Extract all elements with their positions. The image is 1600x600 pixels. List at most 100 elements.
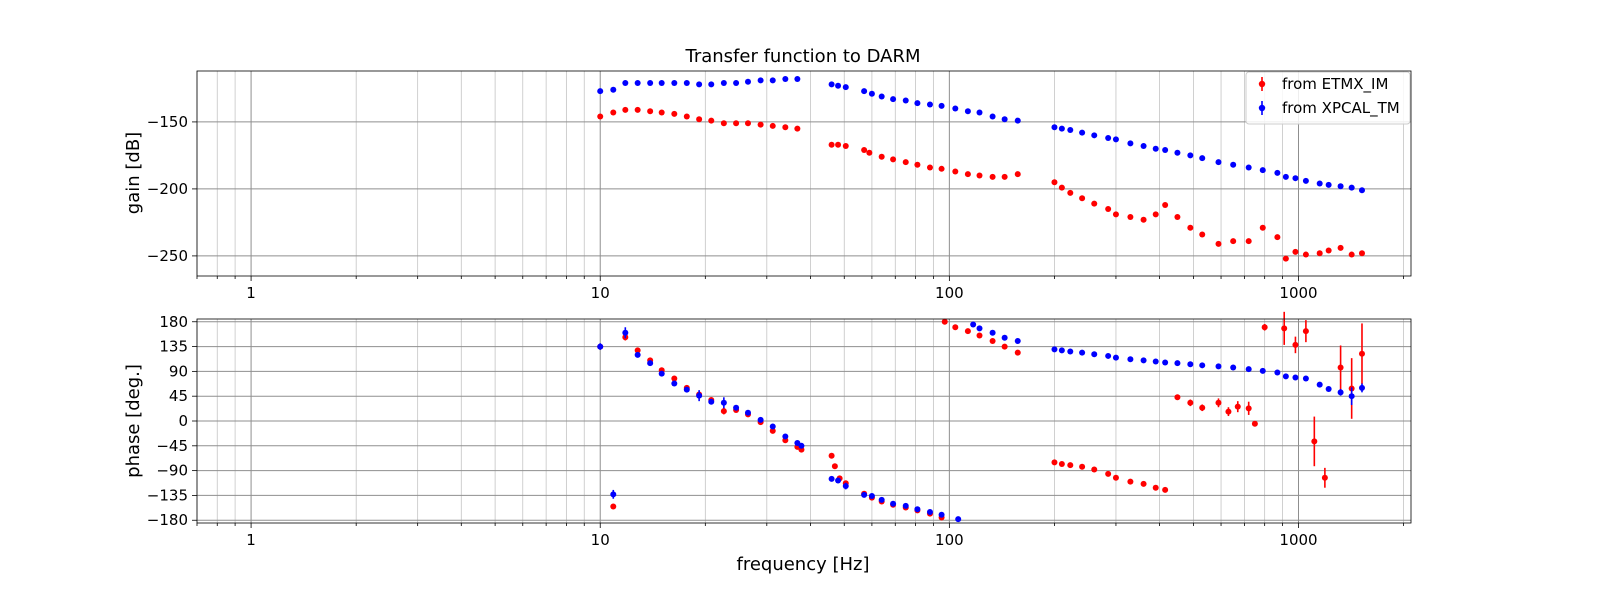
phase-point-xpcal [1274, 369, 1281, 376]
phase-point-xpcal [842, 483, 849, 490]
gain-point-xpcal [868, 90, 875, 97]
phase-x-tick-label: 100 [935, 531, 964, 549]
phase-y-tick-label: −45 [156, 437, 188, 455]
phase-point-xpcal [1014, 338, 1021, 345]
phase-point-xpcal [744, 409, 751, 416]
phase-x-tick-label: 10 [591, 531, 610, 549]
gain-point-xpcal [1091, 132, 1098, 139]
phase-point-xpcal [757, 416, 764, 423]
phase-point-etmx [941, 318, 948, 325]
gain-x-tick-label: 100 [935, 284, 964, 302]
gain-point-xpcal [597, 88, 604, 95]
phase-point-etmx [1105, 470, 1112, 477]
gain-points [597, 76, 1365, 262]
phase-point-xpcal [1091, 351, 1098, 358]
gain-point-etmx [769, 122, 776, 129]
phase-point-xpcal [1358, 384, 1365, 391]
gain-point-etmx [597, 113, 604, 120]
phase-point-xpcal [835, 477, 842, 484]
gain-point-etmx [1358, 250, 1365, 257]
gain-point-etmx [1140, 216, 1147, 223]
phase-point-xpcal [1140, 357, 1147, 364]
gain-point-xpcal [744, 78, 751, 85]
phase-point-xpcal [1051, 346, 1058, 353]
gain-point-etmx [708, 117, 715, 124]
gain-point-xpcal [1152, 145, 1159, 152]
gain-point-etmx [720, 120, 727, 127]
phase-point-etmx [769, 427, 776, 434]
gain-point-etmx [842, 143, 849, 150]
phase-point-xpcal [1199, 362, 1206, 369]
phase-point-etmx [989, 338, 996, 345]
legend-label-etmx: from ETMX_IM [1282, 75, 1388, 94]
gain-point-xpcal [828, 81, 835, 88]
phase-point-xpcal [1230, 364, 1237, 371]
gain-point-etmx [1091, 200, 1098, 207]
phase-point-xpcal [1325, 386, 1332, 393]
gain-point-xpcal [1245, 164, 1252, 171]
legend: from ETMX_IM from XPCAL_TM [1245, 71, 1411, 125]
phase-point-etmx [1302, 328, 1309, 335]
phase-point-etmx [964, 328, 971, 335]
phase-point-etmx [720, 408, 727, 415]
gain-point-xpcal [683, 80, 690, 87]
phase-point-xpcal [647, 360, 654, 367]
phase-point-xpcal [1302, 375, 1309, 382]
gain-point-etmx [1014, 171, 1021, 178]
gain-point-etmx [610, 109, 617, 116]
phase-y-tick-label: 0 [178, 412, 188, 430]
phase-panel: 1 10 100 1000 180 135 90 45 0 −45 −90 −135 −180 [147, 311, 1412, 549]
gain-point-etmx [828, 141, 835, 148]
phase-point-xpcal [1079, 349, 1086, 356]
gain-x-tick-label: 1000 [1279, 284, 1317, 302]
phase-axes-frame [196, 318, 1412, 524]
phase-point-xpcal [902, 502, 909, 509]
gain-point-xpcal [1112, 136, 1119, 143]
gain-point-xpcal [1282, 173, 1289, 180]
phase-points [597, 311, 1365, 523]
phase-point-etmx [1051, 459, 1058, 466]
phase-point-xpcal [1187, 361, 1194, 368]
phase-point-etmx [1127, 478, 1134, 485]
phase-point-etmx [1079, 463, 1086, 470]
phase-point-etmx [1321, 474, 1328, 481]
gain-point-xpcal [622, 80, 629, 87]
x-axis-label: frequency [Hz] [736, 554, 869, 575]
phase-y-tick-label: 135 [159, 338, 188, 356]
phase-point-etmx [1187, 399, 1194, 406]
gain-point-xpcal [708, 81, 715, 88]
phase-point-etmx [610, 503, 617, 510]
phase-point-xpcal [782, 433, 789, 440]
gain-point-xpcal [1187, 152, 1194, 159]
gain-point-etmx [1292, 248, 1299, 255]
phase-point-xpcal [1105, 352, 1112, 359]
phase-point-etmx [1067, 462, 1074, 469]
gain-y-tick-label: −150 [147, 113, 188, 131]
gain-point-xpcal [1325, 181, 1332, 188]
phase-point-etmx [1311, 438, 1318, 445]
gain-point-etmx [782, 124, 789, 131]
gain-point-xpcal [989, 113, 996, 120]
phase-point-xpcal [1152, 358, 1159, 365]
phase-point-etmx [831, 463, 838, 470]
gain-point-etmx [696, 116, 703, 123]
gain-point-xpcal [1259, 167, 1266, 174]
phase-point-xpcal [1067, 348, 1074, 355]
gain-point-etmx [938, 165, 945, 172]
phase-point-xpcal [989, 329, 996, 336]
phase-point-xpcal [1112, 354, 1119, 361]
gain-point-xpcal [1292, 175, 1299, 182]
gain-point-etmx [1112, 211, 1119, 218]
gain-point-etmx [1187, 224, 1194, 231]
phase-point-etmx [1281, 325, 1288, 332]
gain-point-etmx [835, 141, 842, 148]
phase-point-xpcal [1058, 347, 1065, 354]
gain-point-xpcal [757, 77, 764, 84]
gain-point-etmx [989, 173, 996, 180]
phase-ticks: 1 10 100 1000 180 135 90 45 0 −45 −90 −135 −180 [147, 313, 1405, 549]
phase-point-xpcal [970, 321, 977, 328]
phase-point-etmx [1199, 404, 1206, 411]
gain-point-etmx [1302, 251, 1309, 258]
phase-point-etmx [976, 332, 983, 339]
gain-point-etmx [744, 120, 751, 127]
